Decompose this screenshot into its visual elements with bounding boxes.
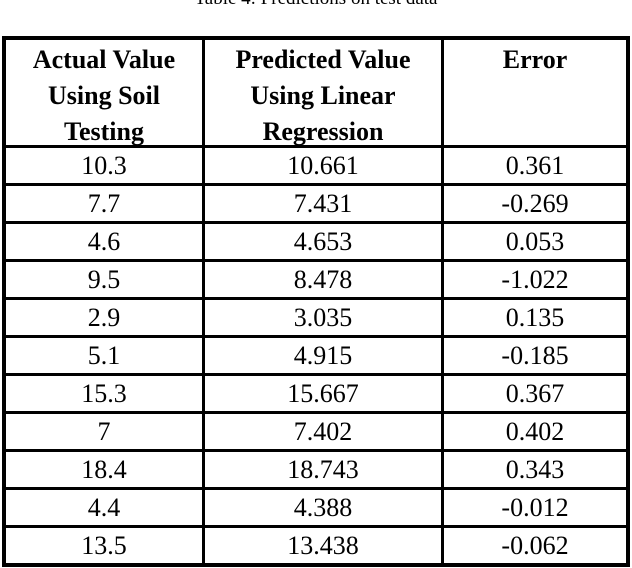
table-cell-error: 0.367 [444,376,626,411]
table-cell-error: 0.361 [444,148,626,183]
table-cell-actual: 15.3 [6,376,202,411]
table-cell-actual: 9.5 [6,262,202,297]
table-cell-predicted: 3.035 [205,300,441,335]
table-cell-error: 0.135 [444,300,626,335]
table-cell-predicted: 18.743 [205,452,441,487]
table-cell-actual: 10.3 [6,148,202,183]
table-cell-actual: 7.7 [6,186,202,221]
table-cell-actual: 13.5 [6,528,202,563]
table-cell-error: -0.012 [444,490,626,525]
header-line: Predicted Value [235,45,411,74]
table-cell-actual: 2.9 [6,300,202,335]
table-cell-error: 0.053 [444,224,626,259]
table-cell-predicted: 10.661 [205,148,441,183]
header-line: Using Soil [48,81,160,110]
table-cell-predicted: 7.402 [205,414,441,449]
table-caption: Table 4: Predictions on test data [0,0,632,10]
table-cell-actual: 18.4 [6,452,202,487]
header-line: Using Linear [250,81,396,110]
table-cell-actual: 4.4 [6,490,202,525]
table-cell-actual: 4.6 [6,224,202,259]
table-cell-predicted: 7.431 [205,186,441,221]
table-cell-error: 0.343 [444,452,626,487]
header-cell-actual-value: Actual Value Using Soil Testing [6,40,202,145]
table-cell-actual: 5.1 [6,338,202,373]
header-line: Testing [64,117,144,145]
header-line: Regression [262,117,384,145]
table-cell-error: -1.022 [444,262,626,297]
header-line: Actual Value [32,45,176,74]
table-cell-predicted: 4.653 [205,224,441,259]
table-cell-error: -0.185 [444,338,626,373]
table-cell-error: 0.402 [444,414,626,449]
table-cell-actual: 7 [6,414,202,449]
table-cell-error: -0.269 [444,186,626,221]
header-cell-predicted-value: Predicted Value Using Linear Regression [205,40,441,145]
predictions-table: Actual Value Using Soil Testing Predicte… [2,36,630,567]
table-cell-predicted: 13.438 [205,528,441,563]
header-cell-error: Error [444,40,626,145]
table-cell-predicted: 15.667 [205,376,441,411]
table-cell-error: -0.062 [444,528,626,563]
table-cell-predicted: 4.388 [205,490,441,525]
table-cell-predicted: 4.915 [205,338,441,373]
table-cell-predicted: 8.478 [205,262,441,297]
header-line: Error [502,45,568,74]
